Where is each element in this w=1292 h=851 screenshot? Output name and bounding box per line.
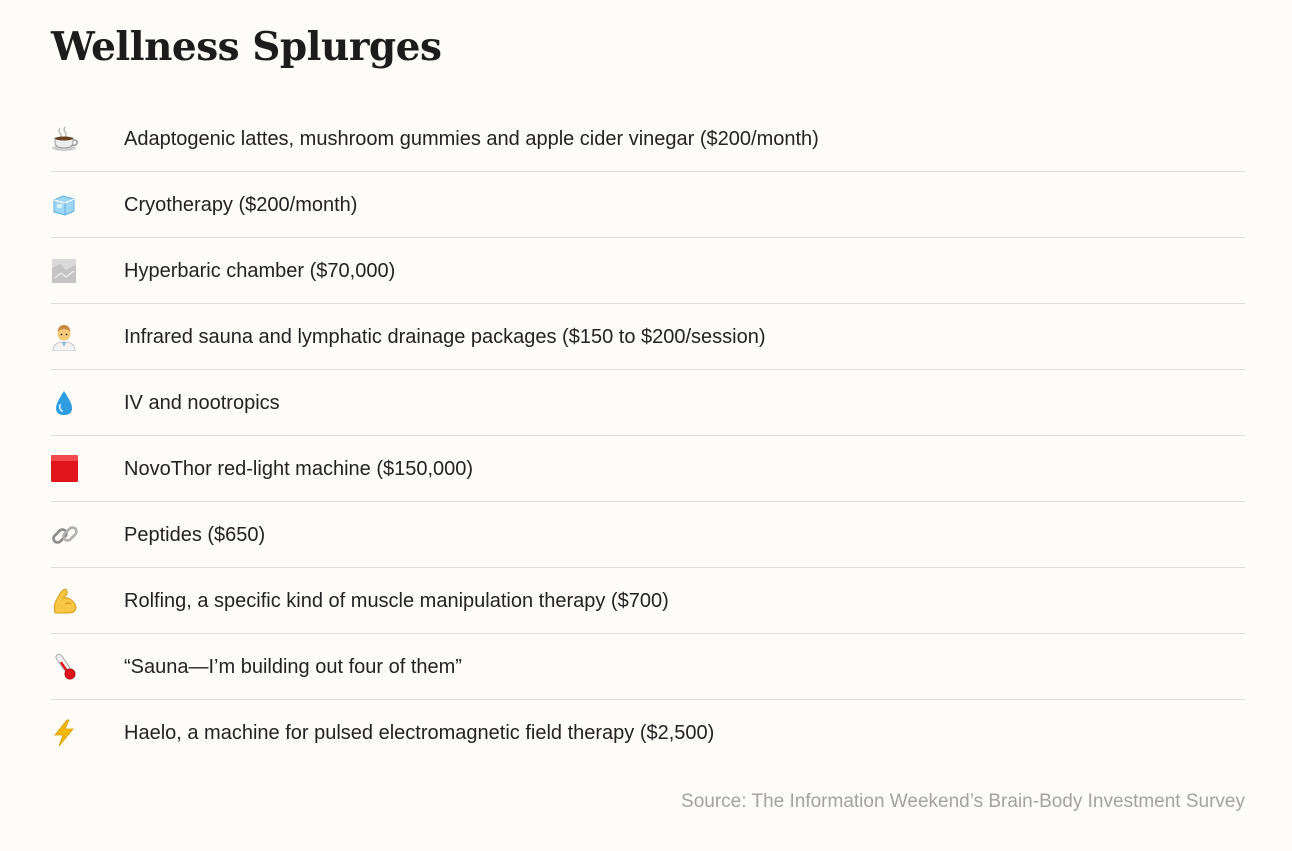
list-item: Rolfing, a specific kind of muscle manip…	[51, 568, 1245, 634]
flexed-biceps-icon	[51, 568, 124, 633]
list-item-label: Adaptogenic lattes, mushroom gummies and…	[124, 127, 819, 150]
list-item-label: Peptides ($650)	[124, 523, 266, 546]
rock-icon	[51, 238, 124, 303]
source-note: Source: The Information Weekend’s Brain-…	[681, 791, 1245, 812]
list-item: Adaptogenic lattes, mushroom gummies and…	[51, 106, 1245, 172]
list-item: “Sauna—I’m building out four of them”	[51, 634, 1245, 700]
list-item-label: “Sauna—I’m building out four of them”	[124, 655, 462, 678]
list-item: NovoThor red-light machine ($150,000)	[51, 436, 1245, 502]
coffee-cup-icon	[51, 106, 124, 171]
list-item: Cryotherapy ($200/month)	[51, 172, 1245, 238]
list-item-label: Infrared sauna and lymphatic drainage pa…	[124, 325, 766, 348]
lightning-bolt-icon	[51, 700, 124, 765]
red-square-icon	[51, 436, 124, 501]
list-item-label: Rolfing, a specific kind of muscle manip…	[124, 589, 669, 612]
droplet-icon	[51, 370, 124, 435]
list-item-label: NovoThor red-light machine ($150,000)	[124, 457, 474, 480]
ice-cube-icon	[51, 172, 124, 237]
thermometer-icon	[51, 634, 124, 699]
list-item-label: Hyperbaric chamber ($70,000)	[124, 259, 396, 282]
list-item-label: Cryotherapy ($200/month)	[124, 193, 358, 216]
list-item: Hyperbaric chamber ($70,000)	[51, 238, 1245, 304]
list-item: IV and nootropics	[51, 370, 1245, 436]
page-title: Wellness Splurges	[51, 24, 442, 70]
list-item: Haelo, a machine for pulsed electromagne…	[51, 700, 1245, 765]
splurges-list: Adaptogenic lattes, mushroom gummies and…	[51, 106, 1245, 765]
list-item: Infrared sauna and lymphatic drainage pa…	[51, 304, 1245, 370]
list-item: Peptides ($650)	[51, 502, 1245, 568]
health-worker-icon	[51, 304, 124, 369]
list-item-label: Haelo, a machine for pulsed electromagne…	[124, 721, 715, 744]
list-item-label: IV and nootropics	[124, 391, 280, 414]
link-icon	[51, 502, 124, 567]
